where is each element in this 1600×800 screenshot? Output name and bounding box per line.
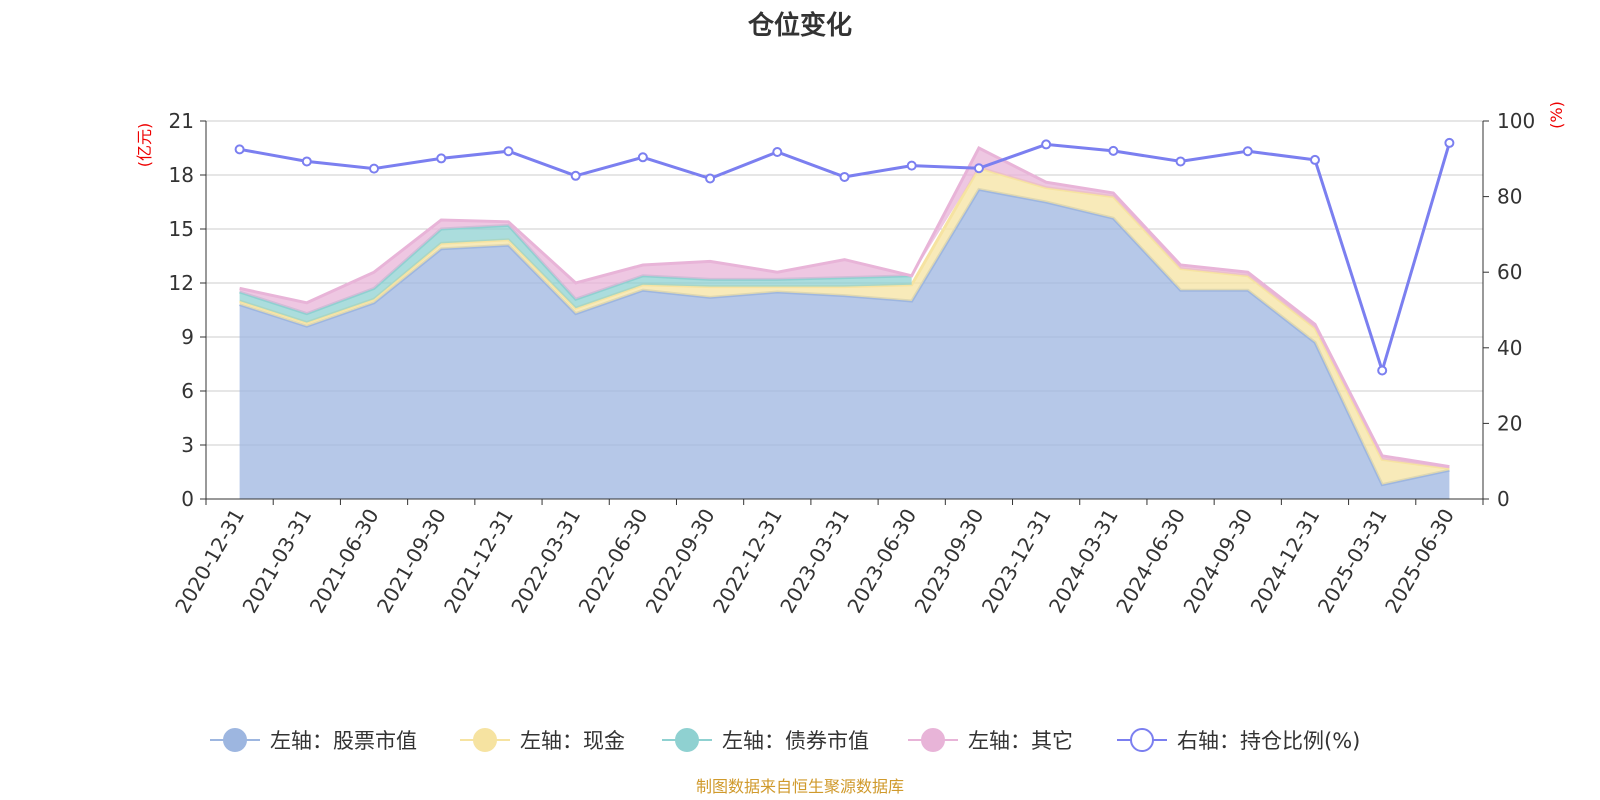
area-edge-左轴：其它 bbox=[239, 145, 1450, 469]
legend-item: 左轴：其它 bbox=[908, 728, 1073, 753]
right-axis-unit: (%) bbox=[1547, 101, 1566, 129]
x-tick-label: 2021-09-30 bbox=[372, 504, 451, 617]
ratio-point bbox=[705, 173, 716, 184]
left-tick-label: 6 bbox=[181, 379, 194, 403]
x-tick-label: 2022-09-30 bbox=[641, 505, 720, 618]
ratio-point bbox=[906, 160, 917, 171]
legend-item: 左轴：股票市值 bbox=[210, 728, 417, 753]
x-tick-label: 2025-03-31 bbox=[1313, 505, 1392, 618]
legend-label: 右轴：持仓比例(%) bbox=[1177, 729, 1360, 753]
x-tick-label: 2024-09-30 bbox=[1178, 505, 1257, 618]
ratio-point bbox=[1041, 139, 1052, 150]
x-tick-label: 2024-12-31 bbox=[1246, 505, 1325, 618]
x-tick-label: 2024-03-31 bbox=[1044, 505, 1123, 618]
ratio-point bbox=[1175, 156, 1186, 167]
ratio-point bbox=[503, 146, 514, 157]
ratio-point bbox=[1242, 146, 1253, 157]
right-tick-label: 80 bbox=[1497, 185, 1522, 209]
x-tick-label: 2022-03-31 bbox=[506, 505, 585, 618]
ratio-point bbox=[772, 146, 783, 157]
ratio-point bbox=[369, 163, 380, 174]
x-tick-label: 2022-12-31 bbox=[708, 505, 787, 618]
legend-item: 右轴：持仓比例(%) bbox=[1117, 728, 1360, 753]
x-tick-label: 2022-06-30 bbox=[573, 505, 652, 618]
legend: 左轴：股票市值 左轴：现金 左轴：债券市值 左轴：其它 右轴：持仓比例(%) bbox=[210, 728, 1360, 753]
x-tick-label: 2023-03-31 bbox=[775, 505, 854, 618]
left-tick-label: 3 bbox=[181, 433, 194, 457]
x-tick-label: 2025-06-30 bbox=[1380, 505, 1459, 618]
stacked-areas bbox=[239, 145, 1450, 499]
left-tick-label: 0 bbox=[181, 487, 194, 511]
x-tick-label: 2021-03-31 bbox=[237, 505, 316, 618]
legend-marker bbox=[223, 728, 247, 752]
ratio-point bbox=[301, 156, 312, 167]
x-tick-label: 2024-06-30 bbox=[1111, 505, 1190, 618]
area-左轴：现金 bbox=[239, 167, 1450, 485]
source-note: 制图数据来自恒生聚源数据库 bbox=[696, 777, 904, 796]
left-tick-label: 21 bbox=[169, 109, 194, 133]
ratio-point bbox=[839, 171, 850, 182]
area-左轴：股票市值 bbox=[239, 189, 1450, 499]
right-tick-label: 100 bbox=[1497, 109, 1535, 133]
legend-label: 左轴：现金 bbox=[520, 729, 625, 753]
left-tick-label: 15 bbox=[169, 217, 194, 241]
ratio-point bbox=[637, 152, 648, 163]
legend-marker bbox=[921, 728, 945, 752]
x-tick-label: 2021-12-31 bbox=[439, 505, 518, 618]
area-左轴：债券市值 bbox=[239, 225, 912, 323]
x-tick-label: 2021-06-30 bbox=[305, 505, 384, 618]
x-tick-label: 2023-06-30 bbox=[842, 504, 921, 617]
right-tick-label: 20 bbox=[1497, 411, 1522, 435]
ratio-point bbox=[234, 144, 245, 155]
left-tick-label: 18 bbox=[169, 163, 194, 187]
chart-title: 仓位变化 bbox=[747, 10, 852, 41]
ratio-line bbox=[234, 137, 1455, 376]
x-tick-label: 2020-12-31 bbox=[170, 505, 249, 618]
legend-marker bbox=[1130, 728, 1154, 752]
legend-marker bbox=[675, 728, 699, 752]
ratio-point bbox=[1377, 365, 1388, 376]
left-tick-label: 12 bbox=[169, 271, 194, 295]
x-tick-label: 2023-12-31 bbox=[977, 505, 1056, 618]
ratio-point bbox=[1309, 154, 1320, 165]
legend-marker bbox=[473, 728, 497, 752]
ratio-point bbox=[570, 170, 581, 181]
right-tick-label: 40 bbox=[1497, 336, 1522, 360]
legend-item: 左轴：现金 bbox=[460, 728, 625, 753]
ratio-point bbox=[436, 153, 447, 164]
legend-item: 左轴：债券市值 bbox=[662, 728, 869, 753]
legend-label: 左轴：股票市值 bbox=[270, 729, 417, 753]
right-tick-label: 60 bbox=[1497, 260, 1522, 284]
left-tick-label: 9 bbox=[181, 325, 194, 349]
legend-label: 左轴：债券市值 bbox=[722, 729, 869, 753]
left-axis-unit: (亿元) bbox=[135, 123, 154, 168]
right-tick-label: 0 bbox=[1497, 487, 1510, 511]
ratio-point bbox=[1444, 137, 1455, 148]
ratio-point bbox=[1108, 145, 1119, 156]
x-tick-label: 2023-09-30 bbox=[910, 505, 989, 618]
ratio-point bbox=[973, 163, 984, 174]
legend-label: 左轴：其它 bbox=[968, 729, 1073, 753]
